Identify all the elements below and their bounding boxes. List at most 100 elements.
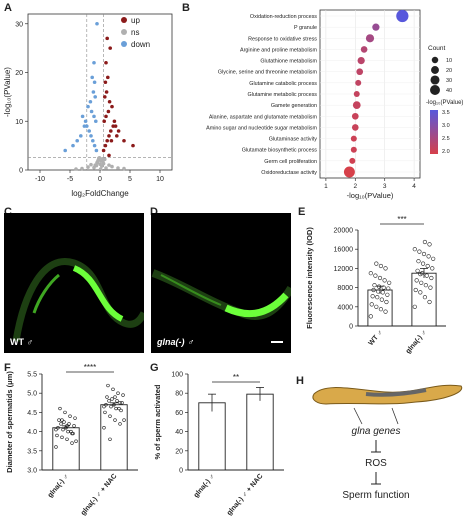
y-tick-label: 20: [15, 70, 23, 77]
data-point-down: [80, 114, 85, 119]
data-point-ns: [104, 166, 108, 170]
worm-image-glna: [151, 269, 291, 320]
y-tick-label: 3.0: [27, 468, 37, 475]
y-tick-label: 5.5: [27, 372, 37, 379]
data-point: [412, 304, 417, 309]
term-bubble: [365, 34, 375, 43]
x-tick-label: 5: [128, 176, 132, 183]
data-point: [54, 427, 58, 432]
data-point: [117, 406, 121, 411]
data-point-down: [86, 104, 90, 109]
y-tick-label: 10: [15, 119, 23, 126]
y-tick-label: 30: [15, 21, 23, 28]
data-point-ns: [98, 167, 103, 171]
data-point: [418, 290, 423, 295]
data-point: [108, 437, 112, 441]
legend-label-down: down: [131, 40, 150, 49]
y-tick-label: 4000: [337, 304, 353, 311]
term-label: Alanine, aspartate and glutamate metabol…: [209, 114, 318, 120]
data-point-ns: [107, 163, 111, 167]
data-point: [71, 431, 75, 436]
term-label: Oxidoreductase activity: [261, 170, 317, 176]
data-point-up: [107, 153, 111, 158]
term-bubble: [360, 46, 368, 53]
data-point: [378, 263, 384, 269]
color-legend-bar: [430, 110, 438, 154]
data-point: [377, 275, 383, 281]
micrograph-wt-label: WT ♂: [10, 337, 34, 347]
data-point: [74, 439, 78, 443]
data-point: [102, 404, 106, 409]
data-point-down: [71, 143, 75, 148]
y-tick-label: 20000: [334, 228, 354, 235]
data-point-down: [63, 148, 67, 153]
ros-label: ROS: [365, 458, 387, 469]
term-label: Gamete generation: [271, 103, 317, 109]
data-point: [118, 401, 122, 405]
micrograph-glna: glna(-) ♂: [151, 213, 291, 353]
volcano-plot: -10 -5 0 5 10 0 10 20 30 log₂FoldChange -log₁₀(PVa…: [3, 13, 173, 198]
y-tick-label: 0: [19, 168, 23, 175]
data-point: [113, 395, 117, 399]
size-legend-marker: [431, 66, 439, 74]
y-tick-label: 0: [179, 468, 183, 475]
data-point: [122, 418, 126, 422]
term-label: Glutaminase activity: [269, 137, 318, 143]
bar: [367, 289, 393, 327]
data-point: [416, 259, 421, 264]
data-point: [69, 429, 73, 434]
data-point: [108, 414, 112, 418]
data-point: [102, 426, 106, 430]
data-point: [73, 416, 77, 420]
y-tick-label: 80: [175, 391, 183, 398]
data-point-ns: [89, 162, 93, 167]
data-point: [426, 254, 431, 259]
data-point-ns: [116, 166, 120, 170]
germline-illustration: [365, 388, 427, 397]
legend-marker-down: [121, 41, 127, 47]
data-point: [381, 285, 386, 290]
scale-bar: [271, 341, 283, 343]
panel-letter-d: D: [150, 206, 158, 218]
data-point: [427, 242, 432, 247]
data-point: [378, 307, 384, 312]
data-point: [419, 280, 424, 285]
data-point: [59, 422, 63, 426]
data-point-down: [92, 80, 97, 85]
data-point: [369, 302, 374, 307]
data-point: [418, 272, 423, 277]
y-tick-label: 3.5: [27, 448, 37, 455]
data-point-ns: [122, 166, 126, 171]
pathway-diagram: glna genes ROS Sperm function: [312, 384, 463, 501]
bar: [52, 427, 80, 471]
data-point: [368, 271, 373, 276]
data-point: [421, 251, 427, 257]
data-point: [386, 286, 391, 291]
data-point-up: [112, 119, 117, 124]
callout-line-left: [353, 407, 363, 425]
data-point-up: [103, 80, 108, 85]
data-point: [379, 297, 384, 302]
data-point: [55, 433, 59, 438]
term-bubble: [350, 146, 357, 153]
panel-letter-f: F: [4, 362, 11, 374]
data-point: [387, 280, 392, 285]
category-label: glna(-) ♂: [193, 473, 217, 499]
x-tick-label: 4: [412, 183, 416, 190]
data-point: [58, 406, 62, 411]
data-point-down: [95, 21, 99, 26]
data-point: [373, 273, 378, 278]
data-point: [415, 268, 420, 273]
data-point-ns: [100, 156, 105, 161]
sperm-function-label: Sperm function: [342, 490, 409, 501]
panel-letter-e: E: [298, 206, 306, 218]
term-label: Glutamine catabolic process: [249, 81, 317, 87]
panel-letter-g: G: [150, 362, 159, 374]
data-point: [384, 299, 389, 305]
data-point: [413, 287, 418, 293]
data-point-up: [108, 46, 112, 50]
color-legend-label: 3.5: [442, 110, 450, 116]
fluorescence-bar-chart: 0 4000 8000 12000 16000 20000 WT ♂ glna(-) ♂ ***…: [305, 215, 446, 355]
callout-line-right: [391, 407, 399, 425]
